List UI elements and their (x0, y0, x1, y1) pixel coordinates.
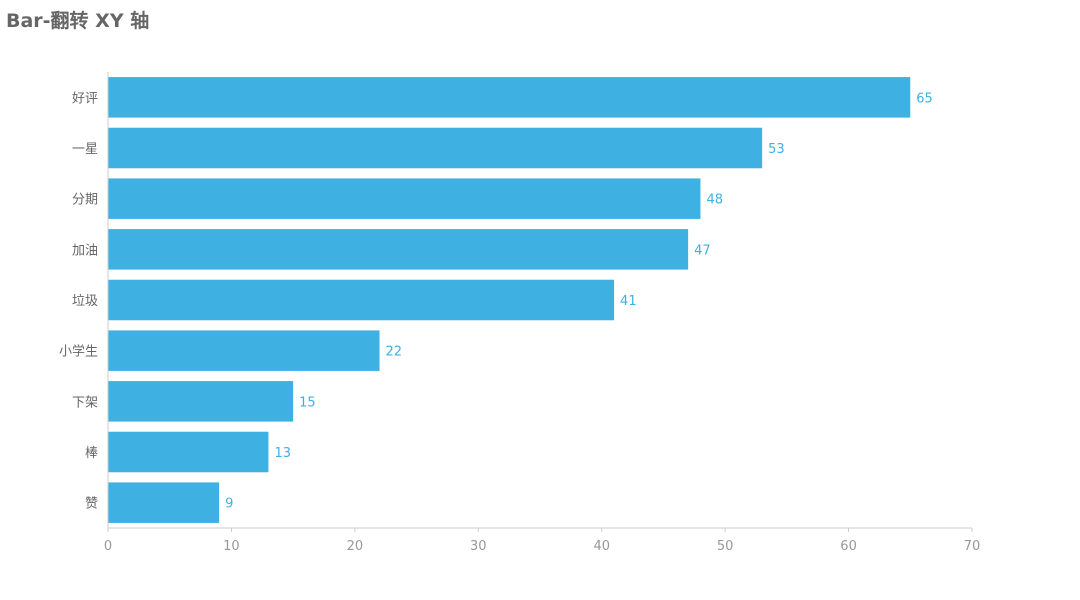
data-label: 13 (274, 446, 291, 461)
bar-8 (108, 482, 220, 523)
data-label: 9 (225, 497, 233, 512)
x-tick-label: 40 (593, 539, 610, 554)
x-tick-label: 60 (840, 539, 857, 554)
data-label: 22 (386, 345, 403, 360)
category-label: 垃圾 (72, 294, 98, 309)
x-tick-label: 0 (104, 539, 112, 554)
category-label: 一星 (72, 142, 98, 157)
category-label: 小学生 (59, 344, 98, 360)
x-tick-label: 50 (717, 539, 734, 554)
category-label: 加油 (72, 243, 98, 258)
bar-0 (108, 77, 911, 118)
bar-7 (108, 431, 269, 473)
category-label: 下架 (72, 395, 98, 410)
bar-6 (108, 381, 294, 422)
bar-3 (108, 229, 689, 270)
x-tick-label: 20 (347, 539, 364, 554)
category-label: 棒 (85, 446, 98, 461)
data-label: 41 (620, 294, 637, 309)
category-label: 赞 (85, 497, 98, 512)
data-label: 15 (299, 395, 316, 410)
bar-4 (108, 279, 615, 321)
bar-1 (108, 127, 763, 169)
data-label: 47 (694, 243, 711, 258)
data-label: 65 (916, 91, 933, 106)
data-label: 48 (706, 193, 723, 208)
category-label: 好评 (72, 91, 98, 106)
bar-2 (108, 178, 701, 219)
bar-5 (108, 330, 380, 371)
x-tick-label: 70 (964, 539, 981, 554)
category-label: 分期 (72, 193, 98, 208)
x-tick-label: 10 (223, 539, 240, 554)
data-label: 53 (768, 142, 785, 157)
x-tick-label: 30 (470, 539, 487, 554)
chart-title: Bar-翻转 XY 轴 (6, 10, 150, 32)
